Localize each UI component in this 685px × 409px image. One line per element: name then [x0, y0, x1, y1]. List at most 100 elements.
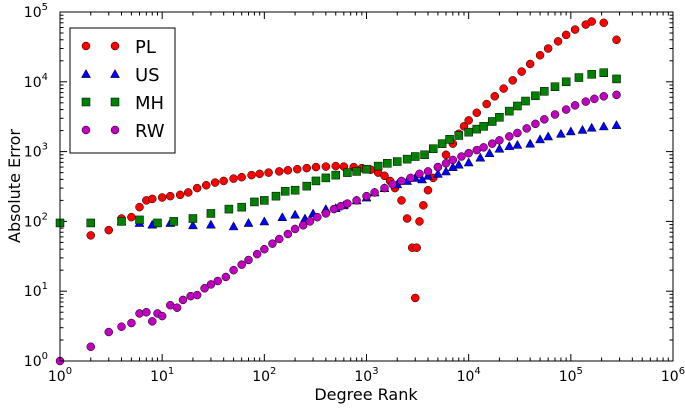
data-point	[598, 121, 609, 131]
data-point	[117, 217, 126, 226]
data-point	[210, 178, 220, 187]
data-point	[260, 196, 269, 205]
data-point	[410, 152, 420, 161]
data-point	[599, 92, 609, 101]
data-point	[277, 212, 288, 222]
data-point	[362, 191, 371, 201]
data-point	[586, 122, 597, 132]
data-point	[494, 143, 505, 153]
data-point	[397, 176, 406, 186]
data-point	[178, 295, 188, 305]
data-point	[428, 144, 438, 153]
data-point	[553, 37, 563, 46]
data-point	[275, 234, 284, 244]
data-point	[192, 183, 202, 193]
data-point	[250, 197, 259, 207]
data-point	[166, 191, 175, 201]
x-tick-label: 102	[252, 366, 276, 385]
plot-frame	[59, 11, 674, 362]
data-point	[599, 68, 609, 77]
data-point	[290, 185, 300, 195]
data-point	[402, 214, 412, 223]
data-point	[255, 169, 264, 179]
data-point	[543, 131, 554, 141]
data-point	[512, 139, 523, 149]
data-point	[441, 159, 451, 168]
data-point	[522, 124, 531, 133]
data-point	[298, 221, 308, 230]
data-point	[370, 188, 379, 197]
data-point	[550, 82, 560, 91]
legend-label: PL	[135, 37, 156, 58]
data-point	[228, 221, 239, 231]
data-point	[104, 225, 113, 235]
data-point	[612, 90, 621, 100]
data-point	[237, 260, 246, 269]
legend-label: MH	[135, 93, 164, 114]
y-tick-label: 104	[24, 72, 48, 91]
data-point	[611, 120, 622, 129]
x-tick-label: 103	[354, 366, 378, 385]
data-point	[535, 51, 545, 60]
data-point	[543, 44, 553, 53]
data-point	[321, 209, 331, 218]
data-point	[412, 243, 421, 252]
data-point	[463, 157, 474, 167]
data-point	[352, 167, 361, 176]
data-point	[206, 280, 216, 289]
data-point	[183, 188, 193, 197]
data-point	[505, 106, 514, 116]
data-point	[490, 92, 499, 101]
data-point	[484, 148, 495, 158]
data-point	[206, 209, 216, 218]
legend-marker	[110, 125, 120, 135]
data-point	[172, 303, 182, 312]
data-point	[577, 124, 588, 134]
data-point	[464, 127, 473, 137]
data-point	[321, 173, 331, 183]
data-point	[393, 157, 402, 166]
data-point	[565, 126, 576, 136]
data-point	[487, 139, 497, 148]
data-point	[264, 168, 273, 177]
data-point	[570, 101, 580, 110]
data-point	[487, 117, 497, 126]
data-point	[445, 135, 454, 144]
data-point	[504, 141, 515, 150]
legend-marker	[81, 125, 91, 135]
y-tick-label: 105	[24, 2, 48, 21]
data-point	[313, 212, 322, 222]
data-point	[448, 155, 458, 165]
data-point	[86, 342, 96, 352]
y-tick-label: 102	[24, 211, 48, 230]
data-point	[561, 30, 571, 40]
data-point	[283, 166, 293, 175]
data-point	[148, 317, 157, 326]
data-point	[169, 217, 179, 226]
data-point	[229, 265, 238, 275]
data-point	[268, 239, 277, 248]
data-point	[224, 204, 234, 214]
data-point	[331, 170, 340, 180]
data-point	[229, 174, 238, 183]
x-tick-label: 106	[661, 366, 685, 385]
data-point	[423, 167, 433, 176]
legend: PL US MH RW	[69, 27, 176, 154]
data-point	[373, 161, 383, 171]
data-point	[311, 176, 321, 186]
data-point	[540, 115, 549, 124]
data-point	[499, 84, 508, 93]
data-point	[410, 293, 420, 303]
data-point	[86, 218, 96, 228]
data-point	[331, 161, 340, 171]
data-point	[433, 162, 443, 172]
data-point	[464, 116, 473, 125]
data-point	[343, 168, 352, 177]
data-point	[590, 94, 599, 104]
data-point	[495, 136, 504, 145]
data-point	[472, 108, 482, 118]
data-point	[135, 202, 144, 212]
data-point	[415, 217, 424, 226]
data-point	[561, 105, 571, 114]
data-point	[104, 327, 113, 337]
